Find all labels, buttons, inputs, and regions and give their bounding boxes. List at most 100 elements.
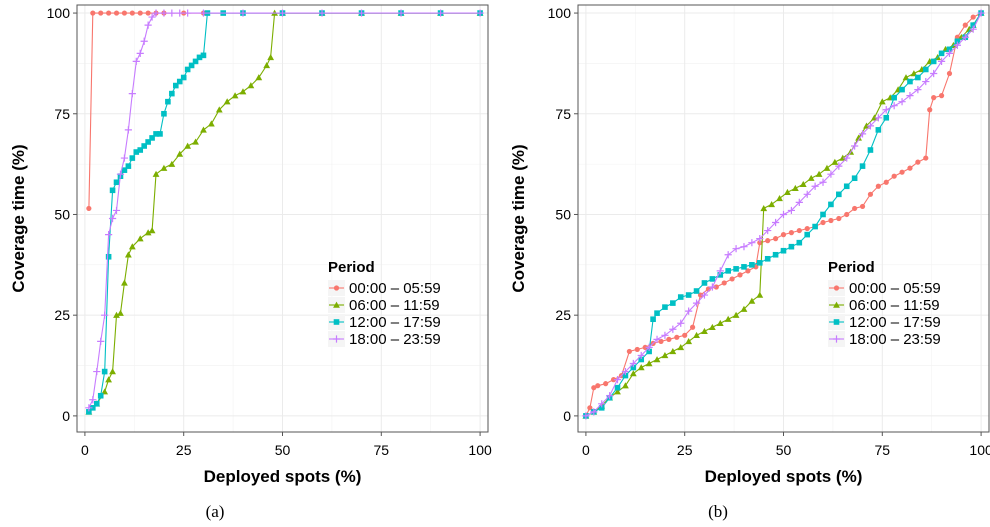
- data-point: [962, 22, 968, 28]
- data-point: [851, 142, 859, 150]
- data-point: [858, 130, 867, 138]
- data-point: [215, 106, 223, 113]
- data-point: [685, 337, 693, 345]
- data-point: [907, 78, 913, 85]
- data-point: [768, 201, 776, 208]
- legend-key-marker: [833, 301, 840, 308]
- legend-item: 18:00 – 23:59: [828, 331, 941, 348]
- data-point: [713, 284, 719, 290]
- data-point: [176, 78, 183, 85]
- data-point: [748, 297, 756, 304]
- data-point: [153, 131, 159, 137]
- data-point: [938, 50, 945, 57]
- data-point: [898, 98, 906, 106]
- data-point: [188, 62, 195, 69]
- data-point: [812, 223, 818, 230]
- data-point: [629, 370, 637, 377]
- data-point: [875, 127, 882, 133]
- data-point: [969, 25, 977, 33]
- chart-panel-b: 0 25 50 75 100 0 25 50 75 100 Deployed spots (%) Co…: [509, 4, 990, 521]
- data-point: [843, 154, 851, 162]
- data-point: [165, 98, 171, 105]
- data-point: [890, 102, 898, 110]
- data-point: [137, 10, 143, 16]
- data-point: [961, 33, 969, 41]
- data-point: [701, 280, 708, 286]
- data-point: [157, 131, 163, 137]
- data-point: [716, 319, 724, 326]
- data-point: [590, 408, 598, 416]
- data-point: [866, 122, 875, 130]
- data-point: [891, 173, 897, 179]
- data-point: [780, 247, 787, 254]
- data-point: [263, 62, 271, 69]
- legend-label: 06:00 – 11:59: [349, 297, 440, 314]
- x-tick-label: 75: [374, 442, 390, 458]
- series-1: [583, 10, 984, 419]
- data-point: [852, 205, 858, 212]
- data-point: [965, 25, 973, 32]
- data-point: [168, 160, 176, 167]
- data-point: [318, 9, 326, 17]
- data-point: [591, 385, 597, 391]
- legend-key-marker: [832, 335, 841, 343]
- data-point: [677, 319, 685, 327]
- data-point: [653, 356, 661, 363]
- data-point: [267, 53, 275, 61]
- data-point: [105, 253, 112, 260]
- data-point: [938, 93, 945, 99]
- data-point: [874, 114, 882, 122]
- legend-label: 00:00 – 05:59: [349, 280, 441, 297]
- gridlines: [578, 5, 989, 432]
- data-point: [953, 41, 961, 49]
- data-point: [910, 70, 918, 77]
- data-point: [820, 219, 826, 226]
- series-3: [583, 10, 984, 419]
- data-point: [882, 106, 890, 114]
- data-point: [124, 251, 132, 258]
- data-point: [843, 183, 850, 190]
- data-point: [200, 52, 207, 59]
- data-point: [614, 384, 621, 391]
- data-point: [661, 331, 669, 339]
- data-point: [700, 291, 709, 299]
- legend-item: 06:00 – 11:59: [828, 297, 940, 314]
- data-point: [839, 154, 847, 161]
- series-4: [85, 9, 484, 412]
- data-point: [915, 74, 921, 81]
- legend-key-marker: [333, 319, 340, 325]
- data-point: [836, 191, 842, 198]
- data-point: [101, 368, 108, 375]
- x-tick-label: 75: [875, 442, 891, 458]
- data-point: [247, 82, 255, 89]
- data-point: [646, 348, 652, 355]
- data-point: [128, 243, 136, 250]
- series-line: [88, 12, 481, 409]
- data-point: [113, 179, 120, 186]
- data-point: [764, 255, 771, 262]
- data-point: [724, 251, 732, 259]
- data-point: [725, 268, 731, 274]
- data-point: [86, 409, 92, 415]
- legend-key-marker: [332, 335, 341, 343]
- data-point: [86, 205, 92, 212]
- data-point: [128, 90, 136, 98]
- data-point: [732, 245, 740, 253]
- data-point: [776, 194, 783, 202]
- y-tick-label: 75: [555, 106, 571, 122]
- data-point: [772, 236, 779, 242]
- data-point: [160, 164, 168, 171]
- data-point: [899, 169, 905, 175]
- data-point: [606, 392, 614, 400]
- data-point: [757, 240, 763, 246]
- data-point: [915, 159, 921, 165]
- data-point: [476, 9, 484, 17]
- data-point: [891, 94, 897, 101]
- data-point: [610, 377, 617, 383]
- legend-item: 00:00 – 05:59: [328, 280, 441, 297]
- data-point: [682, 332, 688, 338]
- data-point: [799, 180, 807, 187]
- x-tick-label: 50: [776, 442, 792, 458]
- y-tick-label: 50: [555, 206, 571, 222]
